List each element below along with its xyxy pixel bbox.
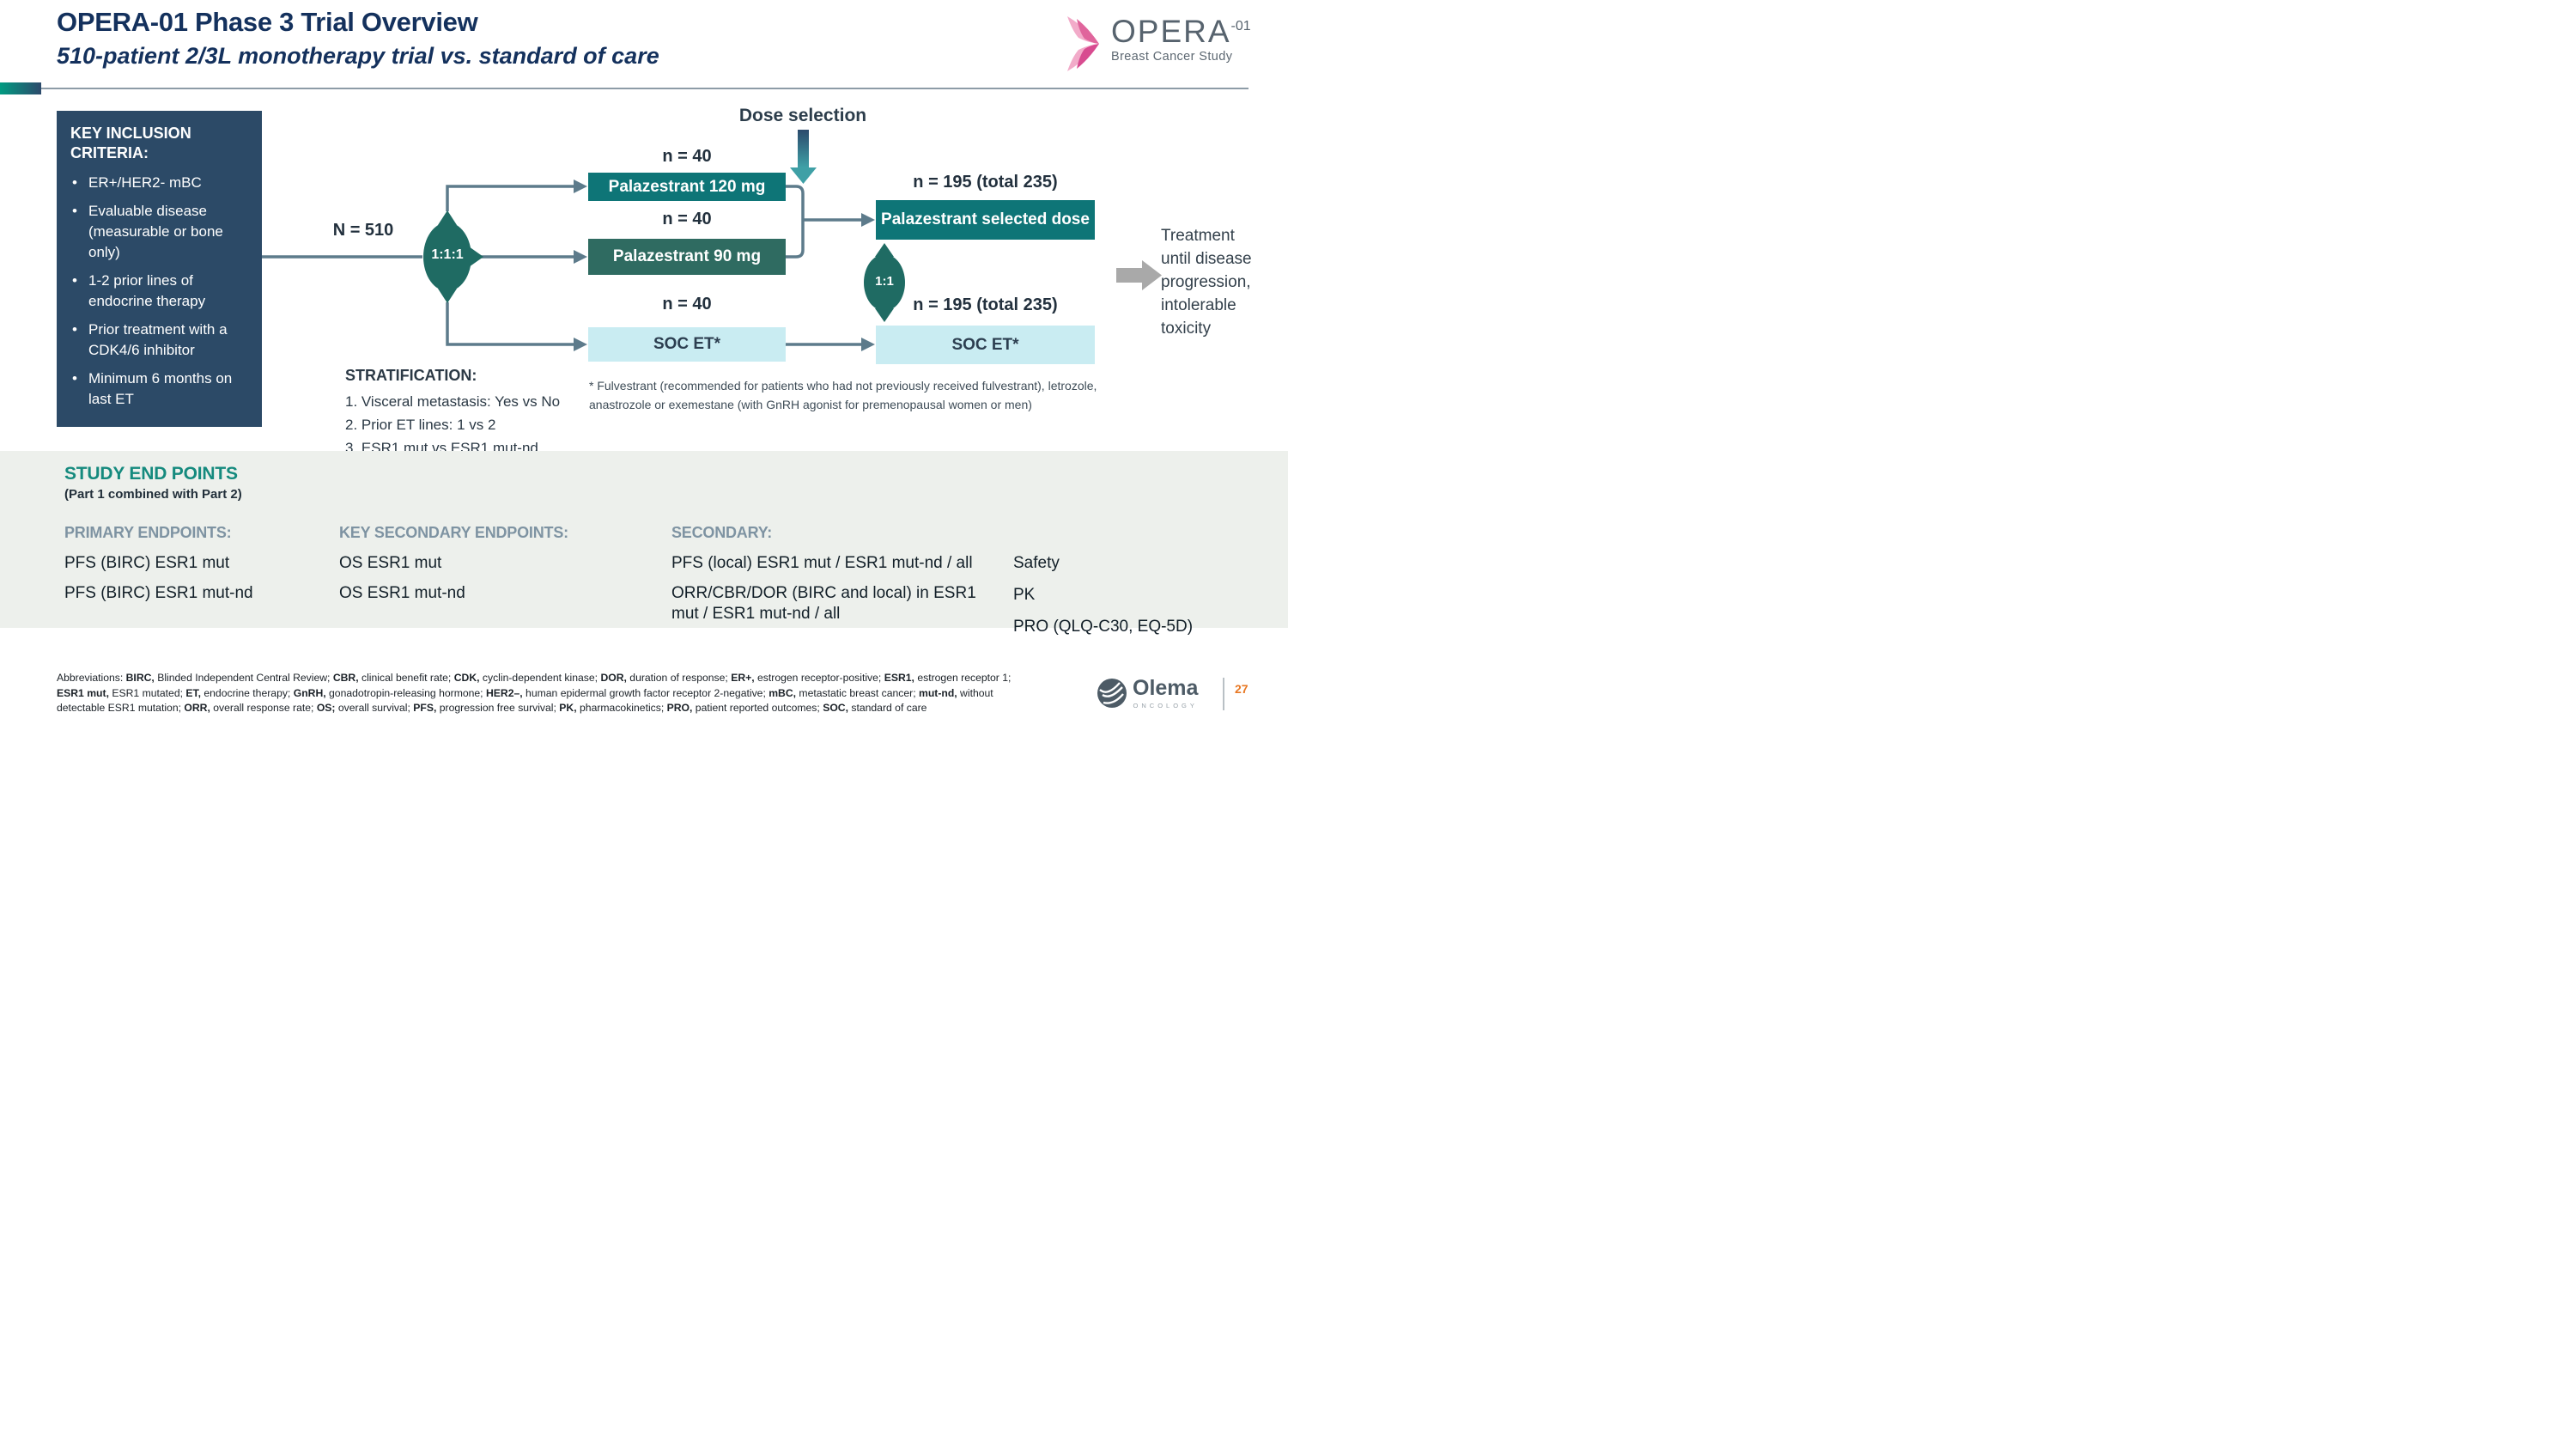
arm-count-selected-dose: n = 195 (total 235) [913,173,1058,192]
accent-gradient-bar [0,82,41,94]
arm-box-palazestrant-90: Palazestrant 90 mg [588,239,786,275]
arm-box-soc-et-part1: SOC ET* [588,327,786,362]
endpoints-subtitle: (Part 1 combined with Part 2) [64,487,242,502]
endpoint-item: PFS (BIRC) ESR1 mut [64,554,230,572]
arm-count-palazestrant-120: n = 40 [662,147,712,166]
opera-tagline: Breast Cancer Study [1111,50,1233,64]
treatment-outcome-line: until disease [1161,250,1252,268]
criteria-bullet: 1-2 prior lines of endocrine therapy [70,271,250,312]
endpoint-item: PFS (local) ESR1 mut / ESR1 mut-nd / all [671,554,973,572]
treatment-outcome-line: toxicity [1161,320,1212,338]
olema-logo-text: Olema ONCOLOGY [1133,676,1199,710]
endpoints-column-header: PRIMARY ENDPOINTS: [64,524,232,541]
criteria-list: ER+/HER2- mBC Evaluable disease (measurab… [70,173,250,410]
criteria-bullet: ER+/HER2- mBC [70,173,250,193]
abbreviations-line: detectable ESR1 mutation; ORR, overall r… [57,702,927,714]
stratification-title: STRATIFICATION: [345,367,477,384]
endpoints-column-items: PFS (BIRC) ESR1 mut PFS (BIRC) ESR1 mut-n… [64,553,313,604]
olema-logo: Olema ONCOLOGY [1097,678,1198,709]
dose-selection-arrow-icon [790,130,817,184]
page-subtitle: 510-patient 2/3L monotherapy trial vs. s… [57,43,659,69]
treatment-outcome-line: progression, [1161,273,1251,291]
page-title: OPERA-01 Phase 3 Trial Overview [57,7,478,37]
olema-brand-subtitle: ONCOLOGY [1133,702,1198,709]
outcome-arrow-icon [1116,260,1162,290]
randomization-node-1-1 [864,243,905,322]
dose-selection-label: Dose selection [738,106,867,125]
endpoints-title: STUDY END POINTS [64,464,238,484]
endpoint-item: ORR/CBR/DOR (BIRC and local) in ESR1 mut… [671,584,976,623]
randomization-node-1-1-1 [423,210,483,303]
treatment-outcome-note: Treatment until disease progression, intole… [1161,224,1277,340]
endpoint-item: PK [1013,586,1036,604]
study-endpoints-panel [0,451,1288,628]
endpoints-column-items: PFS (local) ESR1 mut / ESR1 mut-nd / all… [671,553,982,624]
abbreviations-line: Abbreviations: BIRC, Blinded Independent… [57,672,1012,684]
treatment-outcome-line: Treatment [1161,227,1235,245]
endpoints-column-header: KEY SECONDARY ENDPOINTS: [339,524,568,541]
stratification-list: 1. Visceral metastasis: Yes vs No 2. Prio… [345,390,603,460]
endpoint-item: Safety [1013,554,1060,572]
opera-study-logo: OPERA-01 Breast Cancer Study [1065,15,1251,72]
endpoints-column-primary: PRIMARY ENDPOINTS: PFS (BIRC) ESR1 mut PF… [64,524,313,613]
soc-et-footnote: * Fulvestrant (recommended for patients … [589,379,1097,411]
endpoints-column-key-secondary: KEY SECONDARY ENDPOINTS: OS ESR1 mut OS E… [339,524,631,613]
connector-lines [262,185,861,346]
criteria-bullet: Minimum 6 months on last ET [70,368,250,410]
criteria-title: KEY INCLUSION CRITERIA: [70,125,191,162]
header-divider [41,88,1249,89]
endpoints-column-secondary: SECONDARY: PFS (local) ESR1 mut / ESR1 m… [671,524,982,634]
endpoints-column-other: Safety PK PRO (QLQ-C30, EQ-5D) [1013,524,1228,648]
criteria-bullet: Evaluable disease (measurable or bone on… [70,201,250,263]
endpoint-item: PRO (QLQ-C30, EQ-5D) [1013,618,1194,636]
endpoints-column-items: OS ESR1 mut OS ESR1 mut-nd [339,553,631,604]
page-number: 27 [1235,682,1249,696]
endpoints-column-header [1013,524,1228,553]
opera-wordmark: OPERA [1111,14,1231,49]
trial-flow-connectors [262,130,1162,351]
arm-count-soc-et-part2: n = 195 (total 235) [913,295,1058,314]
olema-logo-icon [1097,679,1127,708]
criteria-bullet: Prior treatment with a CDK4/6 inhibitor [70,320,250,361]
arm-box-soc-et-part2: SOC ET* [876,326,1095,364]
randomization-ratio-part2: 1:1 [875,274,894,289]
endpoint-item: OS ESR1 mut-nd [339,584,465,602]
endpoints-column-header: SECONDARY: [671,524,773,541]
endpoints-column-items: Safety PK PRO (QLQ-C30, EQ-5D) [1013,553,1228,637]
connector-arrowheads [574,180,875,351]
stratification-item: 1. Visceral metastasis: Yes vs No [345,393,561,410]
endpoint-item: OS ESR1 mut [339,554,442,572]
opera-logo-text: OPERA-01 Breast Cancer Study [1111,15,1251,64]
stratification-block: STRATIFICATION: 1. Visceral metastasis: … [345,367,603,460]
key-inclusion-criteria-box: KEY INCLUSION CRITERIA: ER+/HER2- mBC Eva… [57,111,262,427]
treatment-outcome-line: intolerable [1161,296,1236,314]
olema-brand-name: Olema [1133,676,1199,700]
slide: OPERA-01 Phase 3 Trial Overview 510-pati… [0,0,1288,724]
total-enrollment-label: N = 510 [332,221,394,240]
opera-logo-petals-icon [1067,16,1099,71]
randomization-ratio-part1: 1:1:1 [431,247,464,262]
abbreviations-line: ESR1 mut, ESR1 mutated; ET, endocrine th… [57,686,993,699]
arm-box-palazestrant-120: Palazestrant 120 mg [588,173,786,201]
arm-count-palazestrant-90: n = 40 [662,210,712,228]
arm-box-palazestrant-selected-dose: Palazestrant selected dose [876,200,1095,240]
abbreviations-block: Abbreviations: BIRC, Blinded Independent… [57,671,1147,716]
opera-wordmark-suffix: -01 [1230,19,1251,33]
footer-divider [1223,678,1224,710]
endpoint-item: PFS (BIRC) ESR1 mut-nd [64,584,253,602]
stratification-item: 2. Prior ET lines: 1 vs 2 [345,417,496,433]
arm-count-soc-et: n = 40 [662,295,712,314]
